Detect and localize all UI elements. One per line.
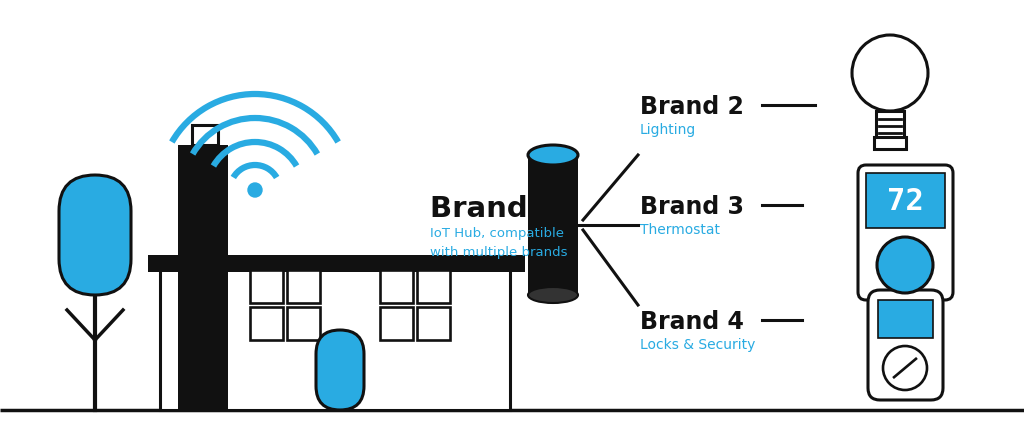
Bar (148, 255, 525, 272)
Circle shape (877, 237, 933, 293)
Text: Brand 2: Brand 2 (640, 95, 743, 119)
Bar (287, 270, 319, 303)
Bar (876, 111, 904, 139)
Bar (417, 270, 450, 303)
Text: Brand 4: Brand 4 (640, 310, 743, 334)
Text: 72: 72 (887, 187, 924, 216)
Bar (193, 125, 218, 145)
Bar (878, 300, 933, 338)
Bar (160, 265, 510, 410)
Ellipse shape (528, 145, 578, 165)
Circle shape (852, 35, 928, 111)
FancyBboxPatch shape (59, 175, 131, 295)
FancyBboxPatch shape (858, 165, 953, 300)
Bar (380, 307, 413, 340)
Bar (874, 137, 906, 149)
Ellipse shape (528, 287, 578, 303)
FancyBboxPatch shape (868, 290, 943, 400)
Bar (528, 155, 578, 295)
Text: Locks & Security: Locks & Security (640, 338, 756, 352)
Circle shape (883, 346, 927, 390)
Text: Thermostat: Thermostat (640, 223, 720, 237)
Bar (866, 173, 945, 228)
Bar (178, 145, 228, 410)
Text: Brand 1: Brand 1 (430, 195, 558, 223)
Bar (250, 270, 283, 303)
Text: IoT Hub, compatible
with multiple brands: IoT Hub, compatible with multiple brands (430, 227, 567, 259)
FancyBboxPatch shape (316, 330, 364, 410)
Text: Brand 3: Brand 3 (640, 195, 744, 219)
Bar (380, 270, 413, 303)
Circle shape (248, 183, 262, 197)
Text: Lighting: Lighting (640, 123, 696, 137)
Bar (250, 307, 283, 340)
Bar (287, 307, 319, 340)
Bar (417, 307, 450, 340)
